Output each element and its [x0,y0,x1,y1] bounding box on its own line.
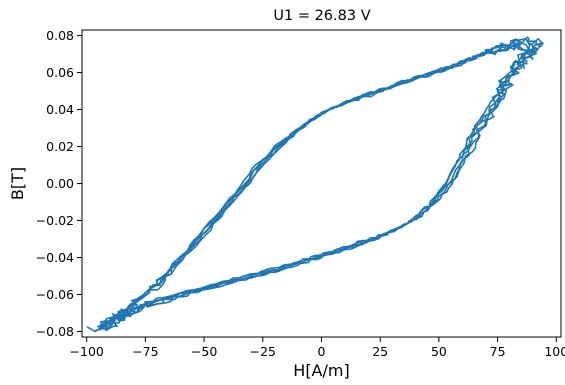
x-tick-label: 25 [372,344,388,359]
y-tick-label: −0.08 [36,324,74,339]
x-axis-label: H[A/m] [293,361,349,380]
chart-title: U1 = 26.83 V [273,8,370,24]
y-tick-label: 0.02 [46,139,74,154]
series-line [97,41,539,331]
series-line [99,38,544,331]
plot-area [86,36,544,333]
y-axis-label: B[T] [8,167,27,200]
y-tick-label: −0.06 [36,287,74,302]
series-line [106,36,544,326]
y-tick-label: 0.04 [46,102,74,117]
series-line [86,42,532,333]
x-tick-label: 50 [431,344,447,359]
y-axis: −0.08 −0.06 −0.04 −0.02 0.00 0.02 0.04 0.06 0.08 [36,28,82,339]
x-tick-label: 0 [318,344,326,359]
x-tick-label: 75 [490,344,506,359]
y-tick-label: −0.04 [36,250,74,265]
y-tick-label: 0.08 [46,28,74,43]
x-tick-label: 100 [544,344,565,359]
y-tick-label: −0.02 [36,213,74,228]
x-axis: −100 −75 −50 −25 0 25 50 75 100 [70,337,565,359]
x-tick-label: −100 [70,344,104,359]
x-tick-label: −25 [250,344,276,359]
plot-frame [81,29,562,338]
y-tick-label: 0.06 [46,65,74,80]
y-tick-label: 0.00 [46,176,74,191]
x-tick-label: −75 [132,344,158,359]
x-tick-label: −50 [191,344,217,359]
